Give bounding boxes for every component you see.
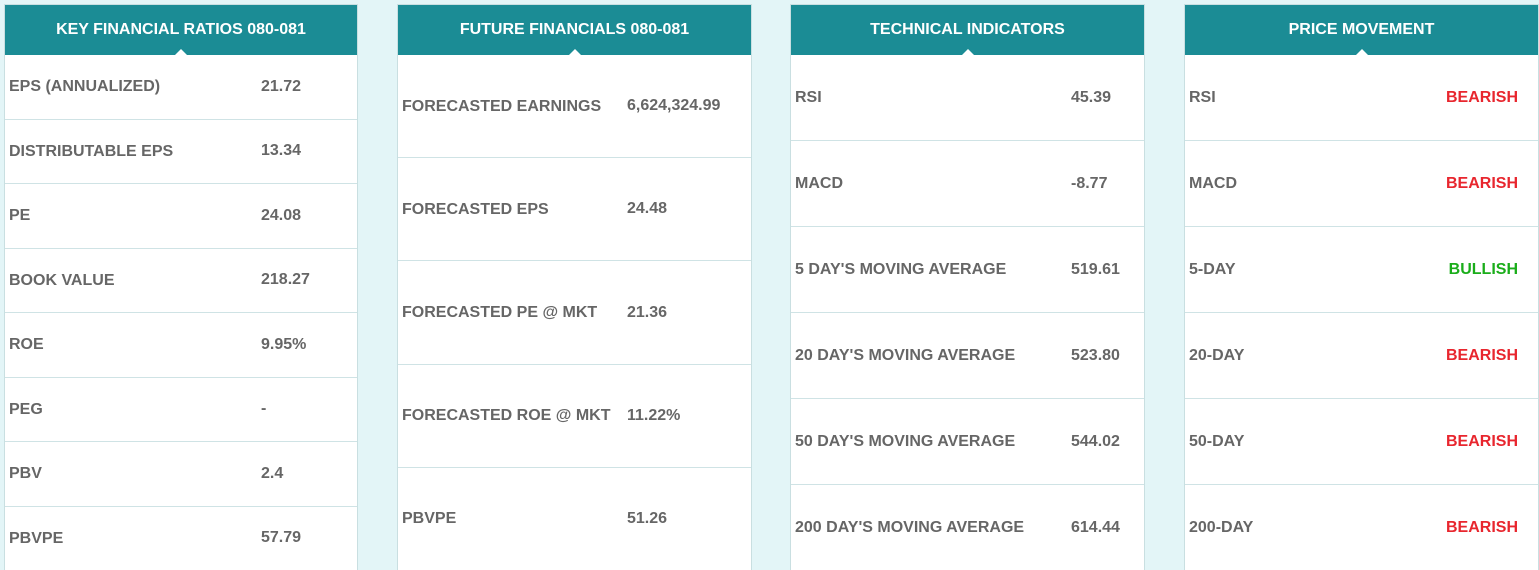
row-label: FORECASTED EPS <box>402 200 549 218</box>
row-value: - <box>261 400 267 418</box>
panel-title: FUTURE FINANCIALS 080-081 <box>459 21 690 38</box>
signal-badge: BEARISH <box>1445 346 1518 364</box>
indicator-rows: RSI 45.39 MACD -8.77 5 DAY'S MOVING AVER… <box>791 55 1144 570</box>
row-label: 200-DAY <box>1189 519 1254 536</box>
row-label: PEG <box>9 400 43 418</box>
row-value: 24.08 <box>261 206 302 224</box>
row-value: 614.44 <box>1071 518 1120 536</box>
row-label: EPS (ANNUALIZED) <box>9 78 161 96</box>
panel-header: TECHNICAL INDICATORS <box>791 5 1144 56</box>
table-row: 200 DAY'S MOVING AVERAGE 614.44 <box>791 485 1144 570</box>
table-row: PBVPE 57.79 <box>5 507 357 570</box>
row-label: 200 DAY'S MOVING AVERAGE <box>795 519 1025 536</box>
table-row: MACD BEARISH <box>1185 141 1538 227</box>
row-label: FORECASTED ROE @ MKT <box>402 407 611 425</box>
table-row: 5-DAY BULLISH <box>1185 227 1538 313</box>
row-value: 45.39 <box>1071 88 1112 106</box>
row-value: 51.26 <box>627 509 668 527</box>
table-row: ROE 9.95% <box>5 313 357 378</box>
row-value: 519.61 <box>1071 260 1120 278</box>
panel-header: PRICE MOVEMENT <box>1185 5 1538 56</box>
table-row: MACD -8.77 <box>791 141 1144 227</box>
signal-badge: BEARISH <box>1445 88 1518 106</box>
row-label: ROE <box>9 336 44 354</box>
row-value: 11.22% <box>627 406 681 424</box>
key-financial-ratios-panel: KEY FINANCIAL RATIOS 080-081 EPS (ANNUAL… <box>4 4 358 570</box>
table-row: RSI BEARISH <box>1185 55 1538 141</box>
row-label: 5-DAY <box>1189 261 1236 278</box>
signal-badge: BEARISH <box>1445 518 1518 536</box>
panel-header: KEY FINANCIAL RATIOS 080-081 <box>5 5 357 56</box>
row-label: 5 DAY'S MOVING AVERAGE <box>795 261 1007 278</box>
price-movement-panel: PRICE MOVEMENT RSI BEARISH MACD BEARISH … <box>1184 4 1539 570</box>
table-row: 50-DAY BEARISH <box>1185 399 1538 485</box>
header-notch-icon <box>1354 49 1369 56</box>
row-value: 24.48 <box>627 200 668 218</box>
panel-title: PRICE MOVEMENT <box>1288 21 1435 38</box>
header-notch-icon <box>960 49 975 56</box>
row-label: 20-DAY <box>1189 347 1245 364</box>
row-label: FORECASTED PE @ MKT <box>402 304 598 321</box>
row-value: 21.36 <box>627 303 668 321</box>
movement-rows: RSI BEARISH MACD BEARISH 5-DAY BULLISH 2… <box>1185 55 1538 570</box>
table-row: PEG - <box>5 378 357 442</box>
panel-header: FUTURE FINANCIALS 080-081 <box>398 5 751 56</box>
table-row: PE 24.08 <box>5 184 357 249</box>
row-label: PBVPE <box>402 510 457 528</box>
ratio-rows: EPS (ANNUALIZED) 21.72 DISTRIBUTABLE EPS… <box>5 55 357 570</box>
row-label: BOOK VALUE <box>9 271 115 289</box>
row-value: 9.95% <box>261 335 307 353</box>
panel-title: KEY FINANCIAL RATIOS 080-081 <box>56 21 306 38</box>
row-label: RSI <box>1189 89 1216 106</box>
table-row: RSI 45.39 <box>791 55 1144 141</box>
row-value: -8.77 <box>1071 174 1108 192</box>
row-label: DISTRIBUTABLE EPS <box>9 142 174 160</box>
future-rows: FORECASTED EARNINGS 6,624,324.99 FORECAS… <box>398 55 751 570</box>
table-row: FORECASTED EARNINGS 6,624,324.99 <box>398 55 751 159</box>
row-label: PE <box>9 207 31 225</box>
row-value: 21.72 <box>261 77 302 95</box>
row-label: PBV <box>9 465 42 483</box>
row-label: 20 DAY'S MOVING AVERAGE <box>795 347 1016 364</box>
table-row: 50 DAY'S MOVING AVERAGE 544.02 <box>791 399 1144 485</box>
row-value: 57.79 <box>261 529 302 547</box>
table-row: BOOK VALUE 218.27 <box>5 249 357 313</box>
row-label: 50 DAY'S MOVING AVERAGE <box>795 433 1016 450</box>
row-label: MACD <box>795 175 843 192</box>
row-value: 2.4 <box>261 464 284 482</box>
header-notch-icon <box>174 49 188 56</box>
row-label: MACD <box>1189 175 1237 192</box>
table-row: FORECASTED ROE @ MKT 11.22% <box>398 365 751 468</box>
table-row: DISTRIBUTABLE EPS 13.34 <box>5 120 357 184</box>
row-label: 50-DAY <box>1189 433 1245 450</box>
table-row: 20-DAY BEARISH <box>1185 313 1538 399</box>
row-label: FORECASTED EARNINGS <box>402 97 602 115</box>
table-row: FORECASTED PE @ MKT 21.36 <box>398 261 751 365</box>
technical-indicators-panel: TECHNICAL INDICATORS RSI 45.39 MACD -8.7… <box>790 4 1145 570</box>
panel-title: TECHNICAL INDICATORS <box>870 21 1065 38</box>
signal-badge: BEARISH <box>1445 432 1518 450</box>
row-label: RSI <box>795 89 822 106</box>
table-row: FORECASTED EPS 24.48 <box>398 158 751 262</box>
row-label: PBVPE <box>9 529 64 547</box>
row-value: 13.34 <box>261 142 302 160</box>
table-row: PBVPE 51.26 <box>398 468 751 570</box>
table-row: 200-DAY BEARISH <box>1185 485 1538 570</box>
header-notch-icon <box>567 49 582 56</box>
signal-badge: BEARISH <box>1445 174 1518 192</box>
signal-badge: BULLISH <box>1448 260 1518 278</box>
table-row: EPS (ANNUALIZED) 21.72 <box>5 55 357 120</box>
future-financials-panel: FUTURE FINANCIALS 080-081 FORECASTED EAR… <box>397 4 752 570</box>
table-row: PBV 2.4 <box>5 442 357 507</box>
row-value: 523.80 <box>1071 346 1120 364</box>
table-row: 20 DAY'S MOVING AVERAGE 523.80 <box>791 313 1144 399</box>
table-row: 5 DAY'S MOVING AVERAGE 519.61 <box>791 227 1144 313</box>
row-value: 218.27 <box>261 271 310 289</box>
row-value: 6,624,324.99 <box>627 97 721 115</box>
row-value: 544.02 <box>1071 432 1120 450</box>
